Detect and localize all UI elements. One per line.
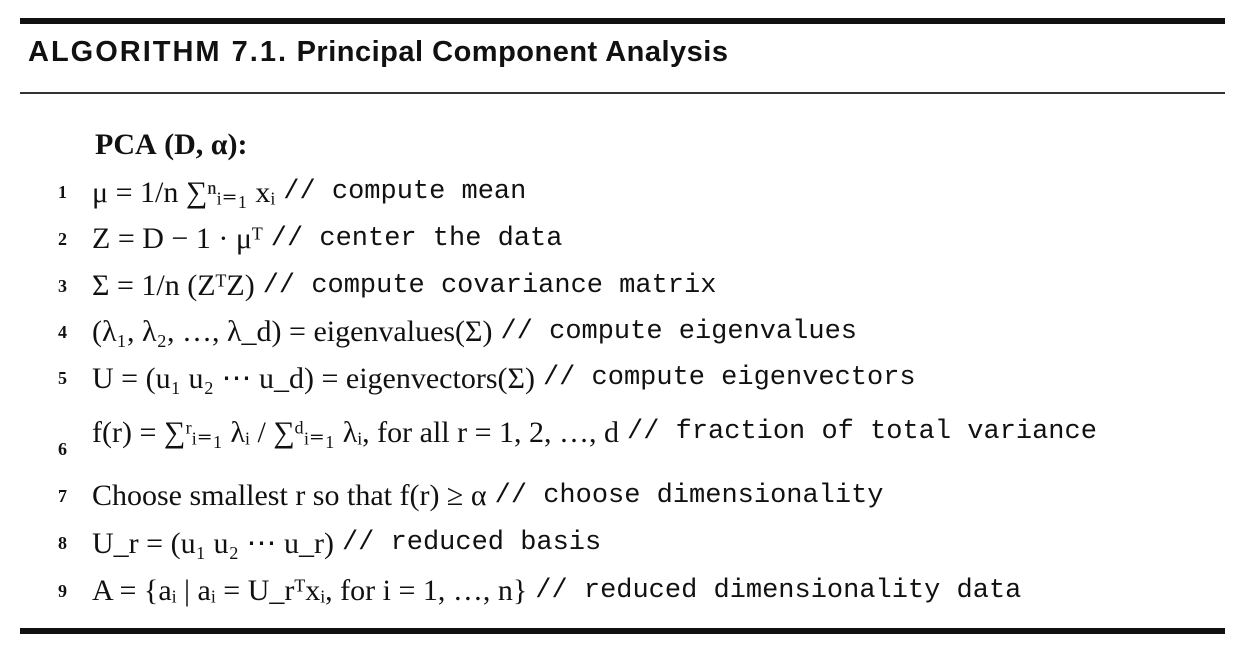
line-number: 6 [58,439,67,459]
algorithm-line: 9 A = {aᵢ | aᵢ = U_rᵀxᵢ, for i = 1, …, n… [58,569,1238,613]
line-number: 1 [58,181,67,202]
algorithm-line: 4 (λ₁, λ₂, …, λ_d) = eigenvalues(Σ) // c… [58,310,1238,354]
title-rule [20,92,1225,94]
top-rule [20,18,1225,24]
line-comment: // center the data [270,224,563,254]
bottom-rule [20,628,1225,634]
algorithm-line: 7 Choose smallest r so that f(r) ≥ α // … [58,474,1238,518]
line-number: 5 [58,367,67,388]
algorithm-line: 8 U_r = (u₁ u₂ ⋯ u_r) // reduced basis [58,521,1238,565]
algorithm-line: 5 U = (u₁ u₂ ⋯ u_d) = eigenvectors(Σ) //… [58,356,1238,400]
line-comment: // choose dimensionality [494,481,884,511]
line-comment: // reduced basis [341,528,602,558]
line-number: 7 [58,485,67,506]
line-math: Σ = 1/n (ZᵀZ) [92,269,255,302]
line-math: U_r = (u₁ u₂ ⋯ u_r) [92,526,334,560]
line-comment: // compute eigenvalues [500,317,857,347]
line-math: μ = 1/n ∑ⁿᵢ₌₁ xᵢ [92,175,276,209]
function-header: PCA (D, α): [95,128,248,162]
line-math: Z = D − 1 · μᵀ [92,222,263,255]
line-comment: // compute covariance matrix [262,271,717,301]
line-comment: // compute eigenvectors [542,363,916,393]
algorithm-title: ALGORITHM 7.1. Principal Component Analy… [28,36,728,69]
function-name: PCA [95,128,157,161]
line-number: 8 [58,532,67,553]
line-math: Choose smallest r so that f(r) ≥ α [92,479,487,512]
line-math: f(r) = ∑ʳᵢ₌₁ λᵢ / ∑ᵈᵢ₌₁ λᵢ, for all r = … [92,415,620,449]
line-math: A = {aᵢ | aᵢ = U_rᵀxᵢ, for i = 1, …, n} [92,574,528,607]
algorithm-label: ALGORITHM 7.1. [28,36,289,68]
algorithm-line: 6 f(r) = ∑ʳᵢ₌₁ λᵢ / ∑ᵈᵢ₌₁ λᵢ, for all r … [58,410,1238,460]
line-math: (λ₁, λ₂, …, λ_d) = eigenvalues(Σ) [92,315,493,348]
algorithm-line: 2 Z = D − 1 · μᵀ // center the data [58,217,1238,261]
function-args: (D, α): [164,128,248,161]
line-number: 3 [58,275,67,296]
algorithm-line: 3 Σ = 1/n (ZᵀZ) // compute covariance ma… [58,264,1238,308]
line-number: 2 [58,228,67,249]
algorithm-name: Principal Component Analysis [296,36,729,68]
line-comment: // compute mean [283,177,527,207]
line-comment: // reduced dimensionality data [535,576,1022,606]
line-math: U = (u₁ u₂ ⋯ u_d) = eigenvectors(Σ) [92,361,535,395]
line-comment: // fraction of total variance [627,417,1097,447]
line-number: 9 [58,580,67,601]
algorithm-line: 1 μ = 1/n ∑ⁿᵢ₌₁ xᵢ // compute mean [58,170,1238,214]
line-number: 4 [58,321,67,342]
